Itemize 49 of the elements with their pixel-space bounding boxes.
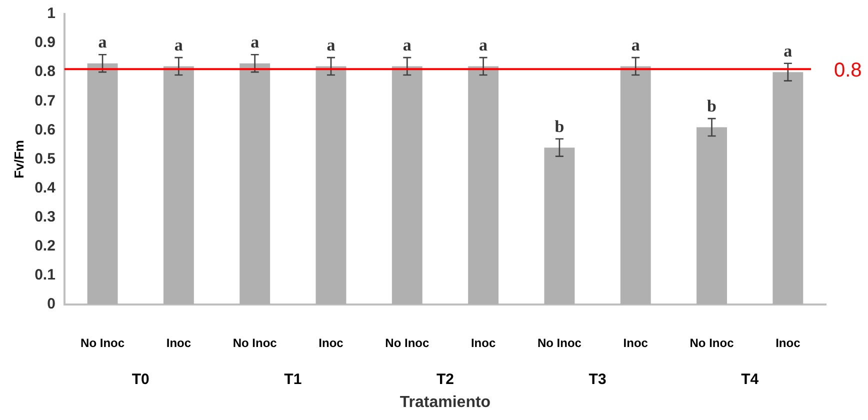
data-label: a: [479, 35, 488, 54]
x-tick-label: Inoc: [623, 336, 648, 350]
data-label: b: [707, 96, 716, 116]
y-tick-label: 0.2: [34, 237, 56, 254]
y-tick-label: 1: [47, 5, 56, 22]
text: T0: [132, 371, 150, 388]
data-label: b: [554, 116, 564, 136]
bar: [87, 63, 118, 304]
text: T4: [741, 371, 760, 388]
x-tick-label: No Inoc: [690, 336, 734, 350]
bar: [316, 66, 346, 304]
x-axis-title: Tratamiento: [400, 394, 491, 411]
y-tick-label: 0.9: [34, 34, 56, 52]
x-tick-label: No Inoc: [232, 336, 278, 350]
y-tick-label: 0.1: [34, 266, 56, 284]
text: T2: [436, 371, 454, 388]
y-tick-label: 0.6: [34, 121, 56, 138]
y-tick-label: 0.8: [34, 63, 56, 80]
data-label: a: [250, 32, 260, 52]
data-label: a: [784, 41, 793, 60]
y-tick-label: 0: [47, 296, 56, 313]
data-label: a: [98, 32, 108, 52]
data-label: a: [326, 35, 336, 54]
bar: [544, 148, 575, 304]
data-label: a: [631, 35, 640, 54]
bar: [240, 63, 270, 304]
text: T3: [588, 371, 606, 388]
y-tick-label: 0.3: [34, 208, 56, 226]
bar: [696, 127, 727, 304]
bar: [468, 66, 499, 304]
y-tick-label: 0.7: [34, 92, 56, 110]
y-axis-title: Fv/Fm: [11, 140, 26, 178]
x-tick-label: Inoc: [470, 336, 496, 350]
ref-line-label: 0.8: [834, 60, 862, 82]
x-tick-label: No Inoc: [537, 336, 582, 350]
y-tick-label: 0.5: [34, 150, 56, 168]
x-tick-label: No Inoc: [385, 336, 430, 350]
x-tick-label: No Inoc: [80, 336, 125, 350]
bar: [163, 66, 194, 304]
data-label: a: [174, 35, 184, 54]
y-tick-label: 0.4: [34, 179, 56, 196]
x-tick-label: Inoc: [318, 336, 344, 350]
bar: [392, 66, 422, 304]
text: T1: [284, 371, 302, 388]
bar: [772, 72, 804, 304]
bar: [620, 66, 651, 304]
x-tick-label: Inoc: [776, 336, 801, 350]
data-label: a: [402, 35, 412, 54]
x-tick-label: Inoc: [166, 336, 192, 350]
